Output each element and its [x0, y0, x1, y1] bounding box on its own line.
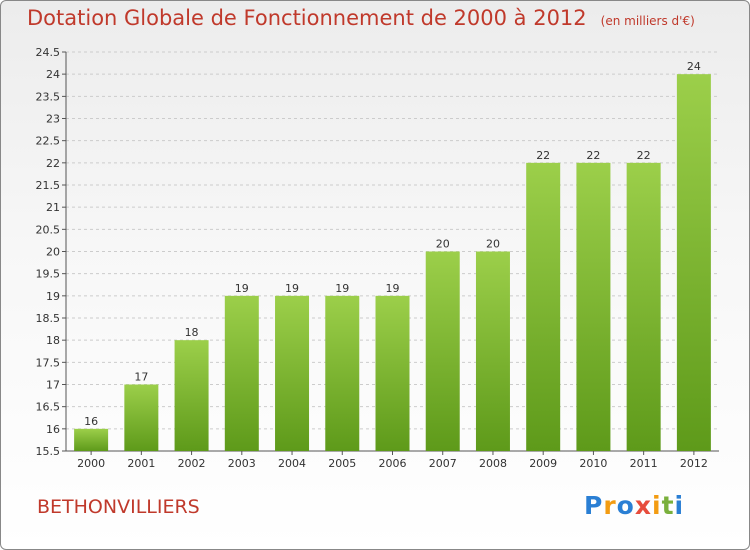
y-tick-label: 22.5 — [36, 135, 61, 148]
bar — [275, 295, 310, 451]
logo-letter: o — [616, 491, 635, 520]
y-tick-label: 19.5 — [36, 268, 61, 281]
y-tick-label: 21.5 — [36, 179, 61, 192]
y-tick-label: 16.5 — [36, 401, 61, 414]
y-tick-label: 23.5 — [36, 90, 61, 103]
x-tick-label: 2009 — [529, 457, 557, 470]
x-tick-label: 2002 — [178, 457, 206, 470]
bar — [124, 384, 159, 451]
bar — [475, 251, 510, 451]
bar-value-label: 19 — [285, 282, 299, 295]
x-tick-label: 2005 — [328, 457, 356, 470]
x-tick-label: 2011 — [630, 457, 658, 470]
bar — [526, 162, 561, 452]
x-tick-label: 2000 — [77, 457, 105, 470]
bar — [224, 295, 259, 451]
y-tick-label: 24.5 — [36, 46, 61, 59]
x-tick-label: 2003 — [228, 457, 256, 470]
x-tick-label: 2010 — [579, 457, 607, 470]
logo-letter: i — [652, 491, 662, 520]
bar — [325, 295, 360, 451]
bar-value-label: 20 — [486, 238, 500, 251]
x-tick-label: 2001 — [127, 457, 155, 470]
y-tick-label: 21 — [46, 201, 60, 214]
y-tick-label: 15.5 — [36, 445, 61, 458]
place-name: BETHONVILLIERS — [37, 496, 200, 518]
y-tick-label: 17.5 — [36, 356, 61, 369]
bar-value-label: 22 — [586, 149, 600, 162]
bar — [425, 251, 460, 451]
y-tick-label: 19 — [46, 290, 60, 303]
logo-letter: t — [661, 491, 675, 520]
chart-title-text: Dotation Globale de Fonctionnement de 20… — [27, 6, 587, 30]
bar-value-label: 20 — [436, 238, 450, 251]
y-tick-label: 23 — [46, 113, 60, 126]
bar-value-label: 19 — [335, 282, 349, 295]
bar — [174, 340, 209, 451]
y-tick-label: 20 — [46, 246, 60, 259]
logo-letter: P — [584, 491, 604, 520]
bar — [626, 162, 661, 452]
bar — [74, 428, 109, 451]
bar-value-label: 24 — [687, 60, 701, 73]
y-tick-label: 17 — [46, 379, 60, 392]
bar-value-label: 16 — [84, 415, 98, 428]
x-tick-label: 2006 — [379, 457, 407, 470]
y-tick-label: 18.5 — [36, 312, 61, 325]
bar — [576, 162, 611, 452]
bar-value-label: 19 — [386, 282, 400, 295]
bar — [676, 74, 711, 452]
x-tick-label: 2007 — [429, 457, 457, 470]
x-tick-label: 2008 — [479, 457, 507, 470]
x-tick-label: 2012 — [680, 457, 708, 470]
y-tick-label: 20.5 — [36, 223, 61, 236]
x-tick-label: 2004 — [278, 457, 306, 470]
proxiti-logo: Proxiti — [584, 491, 684, 520]
chart-title: Dotation Globale de Fonctionnement de 20… — [27, 6, 695, 30]
logo-letter: i — [674, 491, 685, 520]
chart-subtitle: (en milliers d'€) — [600, 14, 695, 28]
y-tick-label: 22 — [46, 157, 60, 170]
logo-letter: r — [603, 491, 617, 520]
bar-value-label: 17 — [134, 371, 148, 384]
logo-letter: x — [634, 491, 652, 520]
y-tick-label: 18 — [46, 334, 60, 347]
bar-value-label: 22 — [637, 149, 651, 162]
y-tick-label: 16 — [46, 423, 60, 436]
bar-value-label: 19 — [235, 282, 249, 295]
y-tick-label: 24 — [46, 68, 60, 81]
bar — [375, 295, 410, 451]
bar-value-label: 18 — [185, 326, 199, 339]
bar-value-label: 22 — [536, 149, 550, 162]
